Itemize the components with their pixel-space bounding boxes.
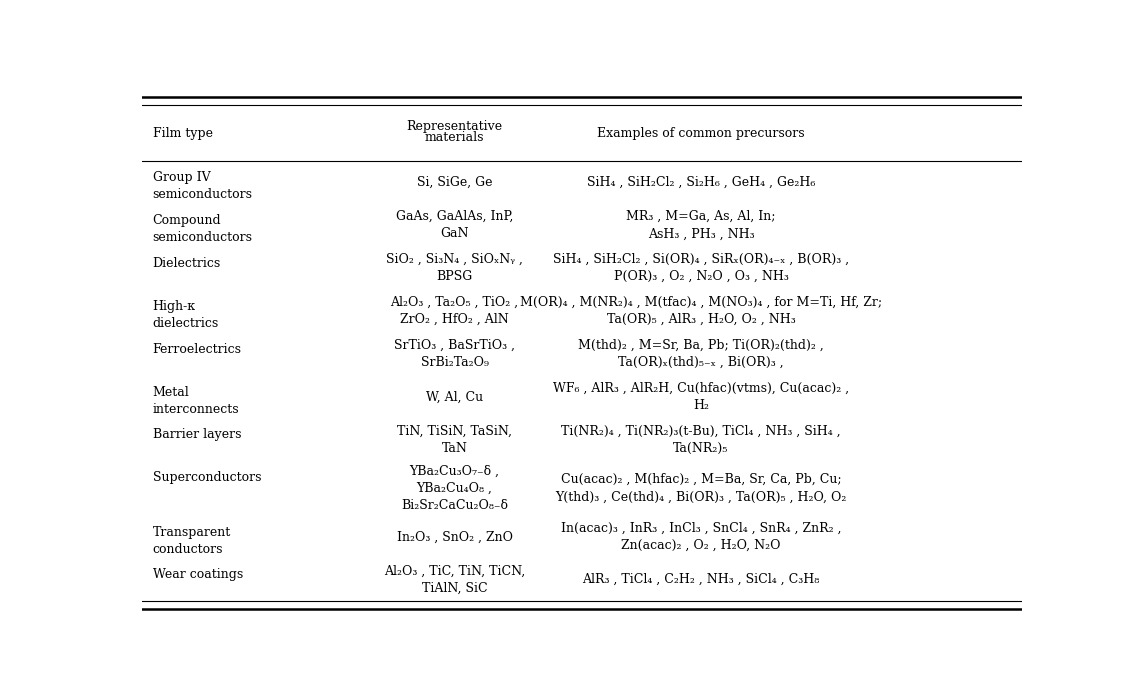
Text: Transparent
conductors: Transparent conductors — [152, 525, 231, 556]
Text: Compound
semiconductors: Compound semiconductors — [152, 214, 252, 244]
Text: W, Al, Cu: W, Al, Cu — [426, 390, 483, 403]
Text: Ti(NR₂)₄ , Ti(NR₂)₃(t-Bu), TiCl₄ , NH₃ , SiH₄ ,
Ta(NR₂)₅: Ti(NR₂)₄ , Ti(NR₂)₃(t-Bu), TiCl₄ , NH₃ ,… — [561, 425, 841, 455]
Text: Representative: Representative — [407, 120, 502, 133]
Text: Wear coatings: Wear coatings — [152, 569, 243, 581]
Text: High-κ
dielectrics: High-κ dielectrics — [152, 300, 219, 330]
Text: Al₂O₃ , TiC, TiN, TiCN,
TiAlN, SiC: Al₂O₃ , TiC, TiN, TiCN, TiAlN, SiC — [384, 564, 525, 595]
Text: AlR₃ , TiCl₄ , C₂H₂ , NH₃ , SiCl₄ , C₃H₈: AlR₃ , TiCl₄ , C₂H₂ , NH₃ , SiCl₄ , C₃H₈ — [583, 574, 820, 586]
Text: WF₆ , AlR₃ , AlR₂H, Cu(hfac)(vtms), Cu(acac)₂ ,
H₂: WF₆ , AlR₃ , AlR₂H, Cu(hfac)(vtms), Cu(a… — [553, 381, 849, 412]
Text: materials: materials — [425, 131, 484, 144]
Text: SiH₄ , SiH₂Cl₂ , Si(OR)₄ , SiRₓ(OR)₄₋ₓ , B(OR)₃ ,
P(OR)₃ , O₂ , N₂O , O₃ , NH₃: SiH₄ , SiH₂Cl₂ , Si(OR)₄ , SiRₓ(OR)₄₋ₓ ,… — [553, 253, 849, 283]
Text: Cu(acac)₂ , M(hfac)₂ , M=Ba, Sr, Ca, Pb, Cu;
Y(thd)₃ , Ce(thd)₄ , Bi(OR)₃ , Ta(O: Cu(acac)₂ , M(hfac)₂ , M=Ba, Sr, Ca, Pb,… — [556, 473, 846, 503]
Text: M(OR)₄ , M(NR₂)₄ , M(tfac)₄ , M(NO₃)₄ , for M=Ti, Hf, Zr;
Ta(OR)₅ , AlR₃ , H₂O, : M(OR)₄ , M(NR₂)₄ , M(tfac)₄ , M(NO₃)₄ , … — [520, 296, 883, 326]
Text: Metal
interconnects: Metal interconnects — [152, 386, 240, 416]
Text: In(acac)₃ , InR₃ , InCl₃ , SnCl₄ , SnR₄ , ZnR₂ ,
Zn(acac)₂ , O₂ , H₂O, N₂O: In(acac)₃ , InR₃ , InCl₃ , SnCl₄ , SnR₄ … — [561, 521, 842, 552]
Text: Si, SiGe, Ge: Si, SiGe, Ge — [417, 175, 492, 189]
Text: Al₂O₃ , Ta₂O₅ , TiO₂ ,
ZrO₂ , HfO₂ , AlN: Al₂O₃ , Ta₂O₅ , TiO₂ , ZrO₂ , HfO₂ , AlN — [391, 296, 519, 326]
Text: M(thd)₂ , M=Sr, Ba, Pb; Ti(OR)₂(thd)₂ ,
Ta(OR)ₓ(thd)₅₋ₓ , Bi(OR)₃ ,: M(thd)₂ , M=Sr, Ba, Pb; Ti(OR)₂(thd)₂ , … — [578, 339, 824, 369]
Text: Film type: Film type — [152, 127, 212, 141]
Text: Examples of common precursors: Examples of common precursors — [598, 127, 805, 141]
Text: Superconductors: Superconductors — [152, 471, 261, 484]
Text: Ferroelectrics: Ferroelectrics — [152, 342, 242, 356]
Text: Group IV
semiconductors: Group IV semiconductors — [152, 171, 252, 201]
Text: SiO₂ , Si₃N₄ , SiOₓNᵧ ,
BPSG: SiO₂ , Si₃N₄ , SiOₓNᵧ , BPSG — [386, 253, 523, 283]
Text: Barrier layers: Barrier layers — [152, 429, 241, 441]
Text: TiN, TiSiN, TaSiN,
TaN: TiN, TiSiN, TaSiN, TaN — [398, 425, 512, 455]
Text: YBa₂Cu₃O₇₋δ ,
YBa₂Cu₄O₈ ,
Bi₂Sr₂CaCu₂O₈₋δ: YBa₂Cu₃O₇₋δ , YBa₂Cu₄O₈ , Bi₂Sr₂CaCu₂O₈₋… — [401, 464, 508, 512]
Text: In₂O₃ , SnO₂ , ZnO: In₂O₃ , SnO₂ , ZnO — [396, 530, 512, 544]
Text: GaAs, GaAlAs, InP,
GaN: GaAs, GaAlAs, InP, GaN — [395, 209, 513, 240]
Text: SiH₄ , SiH₂Cl₂ , Si₂H₆ , GeH₄ , Ge₂H₆: SiH₄ , SiH₂Cl₂ , Si₂H₆ , GeH₄ , Ge₂H₆ — [587, 175, 816, 189]
Text: Dielectrics: Dielectrics — [152, 257, 220, 270]
Text: SrTiO₃ , BaSrTiO₃ ,
SrBi₂Ta₂O₉: SrTiO₃ , BaSrTiO₃ , SrBi₂Ta₂O₉ — [394, 339, 515, 369]
Text: MR₃ , M=Ga, As, Al, In;
AsH₃ , PH₃ , NH₃: MR₃ , M=Ga, As, Al, In; AsH₃ , PH₃ , NH₃ — [626, 209, 776, 240]
